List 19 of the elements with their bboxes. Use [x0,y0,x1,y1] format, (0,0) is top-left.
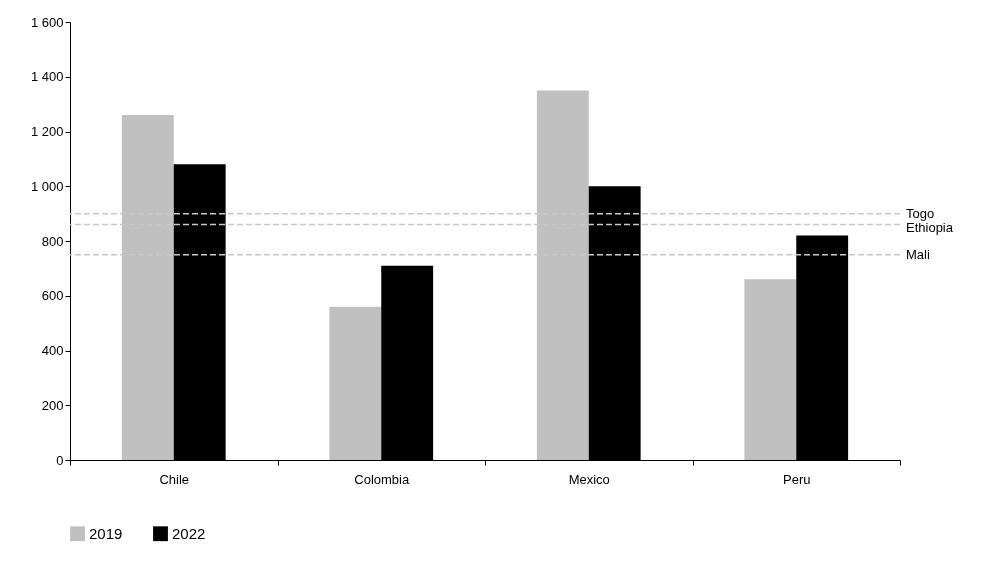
y-tick-label: 1 000 [30,178,64,194]
x-tick-label: Colombia [354,471,410,487]
y-tick-label: 800 [41,233,64,249]
bar [744,279,797,460]
y-tick-label: 600 [41,288,64,304]
bar [329,306,382,460]
x-tick-label: Chile [159,471,190,487]
y-tick-label: 0 [56,452,64,468]
y-tick-label: 1 400 [30,69,64,85]
x-tick-label: Mexico [568,471,610,487]
ref-line-label: Mali [906,246,930,262]
ref-line-label: Togo [906,205,935,221]
x-tick-label: Peru [783,471,811,487]
legend-label: 2019 [89,524,123,542]
y-tick-label: 1 600 [30,14,64,30]
legend-label: 2022 [172,524,206,542]
y-tick-label: 1 200 [30,124,64,139]
y-tick-label: 400 [41,343,64,358]
y-tick-label: 200 [41,397,64,413]
